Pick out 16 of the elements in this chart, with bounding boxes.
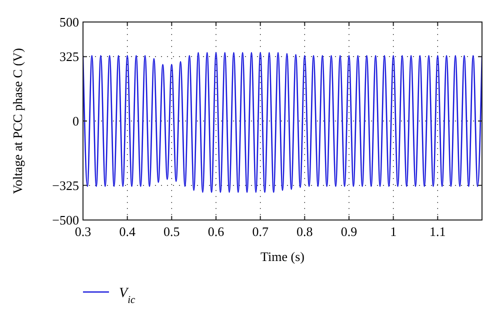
- y-tick-label: −325: [52, 178, 79, 193]
- x-tick-label: 0.9: [340, 224, 358, 239]
- y-tick-label: 325: [60, 49, 79, 64]
- x-tick-label: 1: [390, 224, 397, 239]
- line-series: [83, 52, 482, 193]
- legend-label: V$_{ic}$: [119, 286, 136, 306]
- y-tick-label: 0: [72, 114, 79, 128]
- x-tick-label: 0.7: [252, 224, 269, 239]
- x-tick-label: 0.6: [208, 224, 225, 239]
- x-axis-title: Time (s): [260, 249, 304, 264]
- y-axis-title: Voltage at PCC phase C (V): [10, 48, 25, 194]
- y-tick-label: 500: [60, 14, 79, 30]
- x-tick-label: 0.8: [296, 224, 313, 239]
- x-tick-label: 0.4: [119, 224, 136, 239]
- x-tick-label: 1.1: [430, 224, 446, 239]
- x-tick-label: 0.5: [164, 224, 180, 239]
